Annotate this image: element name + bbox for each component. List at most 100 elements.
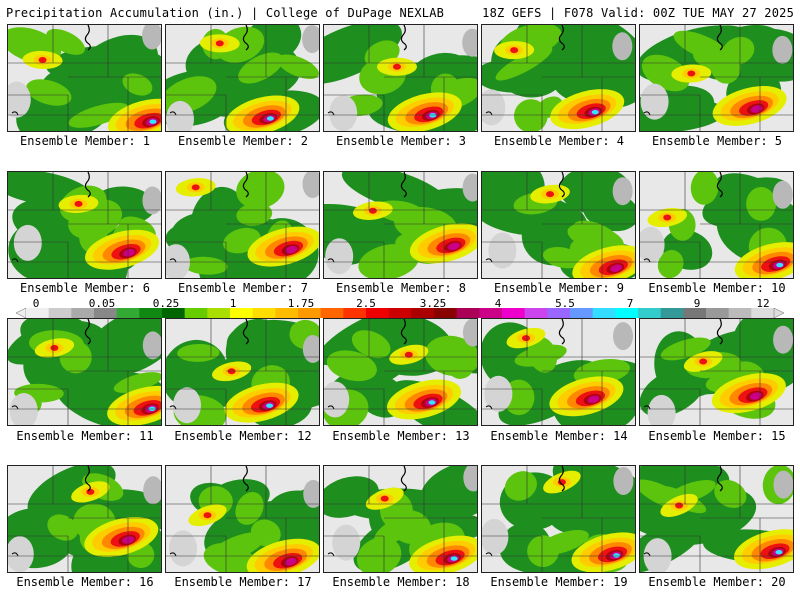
ensemble-member-caption: Ensemble Member: 7: [177, 281, 309, 295]
precip-map-image: [324, 319, 477, 425]
ensemble-member-caption: Ensemble Member: 20: [648, 575, 786, 589]
colorbar-tick-label: 3.25: [419, 297, 447, 310]
colorbar-segment: [728, 308, 752, 318]
colorbar-segment: [366, 308, 389, 318]
colorbar-segment: [411, 308, 435, 318]
precip-map-image: [324, 25, 477, 131]
ensemble-member-caption: Ensemble Member: 5: [651, 134, 783, 148]
ensemble-member-map: [165, 465, 320, 573]
ensemble-member-caption: Ensemble Member: 10: [648, 281, 786, 295]
ensemble-member-map: [323, 465, 478, 573]
ensemble-member-caption: Ensemble Member: 16: [16, 575, 154, 589]
precip-map-image: [324, 466, 477, 572]
precip-map-image: [8, 319, 161, 425]
ensemble-member-map: [639, 318, 794, 426]
precip-map-image: [640, 319, 793, 425]
ensemble-member-map: [7, 465, 162, 573]
ensemble-member-caption: Ensemble Member: 12: [174, 429, 312, 443]
colorbar-segment: [207, 308, 231, 318]
ensemble-member-caption: Ensemble Member: 17: [174, 575, 312, 589]
ensemble-member-caption: Ensemble Member: 18: [332, 575, 470, 589]
colorbar-segment: [592, 308, 616, 318]
ensemble-member-caption: Ensemble Member: 9: [493, 281, 625, 295]
colorbar-labels: 0 0.05 0.25 1 1.75 2.5 3.25 4 5.5 7 9 12: [0, 297, 800, 311]
colorbar-tick-label: 0: [32, 297, 40, 310]
colorbar-tick-label: 7: [626, 297, 634, 310]
ensemble-member-caption: Ensemble Member: 19: [490, 575, 628, 589]
ensemble-member-caption: Ensemble Member: 4: [493, 134, 625, 148]
precip-map-image: [166, 466, 319, 572]
colorbar: [16, 308, 784, 318]
colorbar-tick-label: 5.5: [555, 297, 575, 310]
colorbar-segment: [547, 308, 571, 318]
colorbar-segment: [26, 308, 49, 318]
colorbar-tick-label: 12: [756, 297, 770, 310]
precip-map-image: [166, 319, 319, 425]
precip-map-image: [166, 25, 319, 131]
precip-map-image: [640, 172, 793, 278]
ensemble-member-map: [639, 24, 794, 132]
ensemble-member-caption: Ensemble Member: 2: [177, 134, 309, 148]
colorbar-tick-label: 2.5: [356, 297, 376, 310]
colorbar-tick-label: 9: [693, 297, 701, 310]
precip-map-image: [166, 172, 319, 278]
ensemble-member-map: [639, 465, 794, 573]
ensemble-member-map: [165, 24, 320, 132]
precip-map-image: [8, 466, 161, 572]
colorbar-tick-label: 1: [229, 297, 237, 310]
precip-map-image: [640, 466, 793, 572]
ensemble-member-map: [323, 171, 478, 279]
colorbar-right-arrow: [773, 308, 784, 318]
ensemble-member-caption: Ensemble Member: 15: [648, 429, 786, 443]
colorbar-segment: [479, 308, 503, 318]
precip-map-image: [324, 172, 477, 278]
colorbar-segment: [570, 308, 593, 318]
ensemble-member-map: [165, 171, 320, 279]
ensemble-member-map: [323, 24, 478, 132]
ensemble-member-caption: Ensemble Member: 11: [16, 429, 154, 443]
ensemble-member-caption: Ensemble Member: 6: [19, 281, 151, 295]
colorbar-tick-label: 1.75: [287, 297, 315, 310]
colorbar-segment: [706, 308, 729, 318]
ensemble-member-caption: Ensemble Member: 13: [332, 429, 470, 443]
colorbar-segment: [502, 308, 525, 318]
precip-map-image: [482, 172, 635, 278]
colorbar-segment: [660, 308, 684, 318]
ensemble-member-map: [639, 171, 794, 279]
colorbar-tick-label: 0.05: [88, 297, 116, 310]
colorbar-segment: [320, 308, 344, 318]
colorbar-segment: [275, 308, 299, 318]
header-valid-time: 18Z GEFS | F078 Valid: 00Z TUE MAY 27 20…: [482, 6, 794, 20]
colorbar-segment: [615, 308, 639, 318]
colorbar-tick-label: 4: [494, 297, 502, 310]
colorbar-segment: [252, 308, 276, 318]
colorbar-tick-label: 0.25: [152, 297, 180, 310]
colorbar-segment: [524, 308, 548, 318]
precip-map-image: [640, 25, 793, 131]
colorbar-segment: [638, 308, 661, 318]
precip-map-image: [8, 25, 161, 131]
ensemble-member-map: [481, 24, 636, 132]
colorbar-segment: [116, 308, 140, 318]
ensemble-member-map: [481, 318, 636, 426]
colorbar-segment: [48, 308, 72, 318]
colorbar-segment: [388, 308, 412, 318]
ensemble-member-map: [7, 171, 162, 279]
colorbar-segment: [298, 308, 321, 318]
colorbar-segment: [162, 308, 185, 318]
colorbar-segment: [343, 308, 367, 318]
colorbar-segment: [71, 308, 95, 318]
ensemble-member-caption: Ensemble Member: 8: [335, 281, 467, 295]
colorbar-segment: [184, 308, 208, 318]
ensemble-member-map: [7, 24, 162, 132]
colorbar-segment: [751, 308, 775, 318]
ensemble-member-caption: Ensemble Member: 1: [19, 134, 151, 148]
ensemble-member-map: [323, 318, 478, 426]
ensemble-member-map: [165, 318, 320, 426]
ensemble-member-caption: Ensemble Member: 14: [490, 429, 628, 443]
precip-map-image: [8, 172, 161, 278]
colorbar-segment: [683, 308, 707, 318]
precip-map-image: [482, 319, 635, 425]
colorbar-segment: [230, 308, 253, 318]
colorbar-segment: [139, 308, 163, 318]
